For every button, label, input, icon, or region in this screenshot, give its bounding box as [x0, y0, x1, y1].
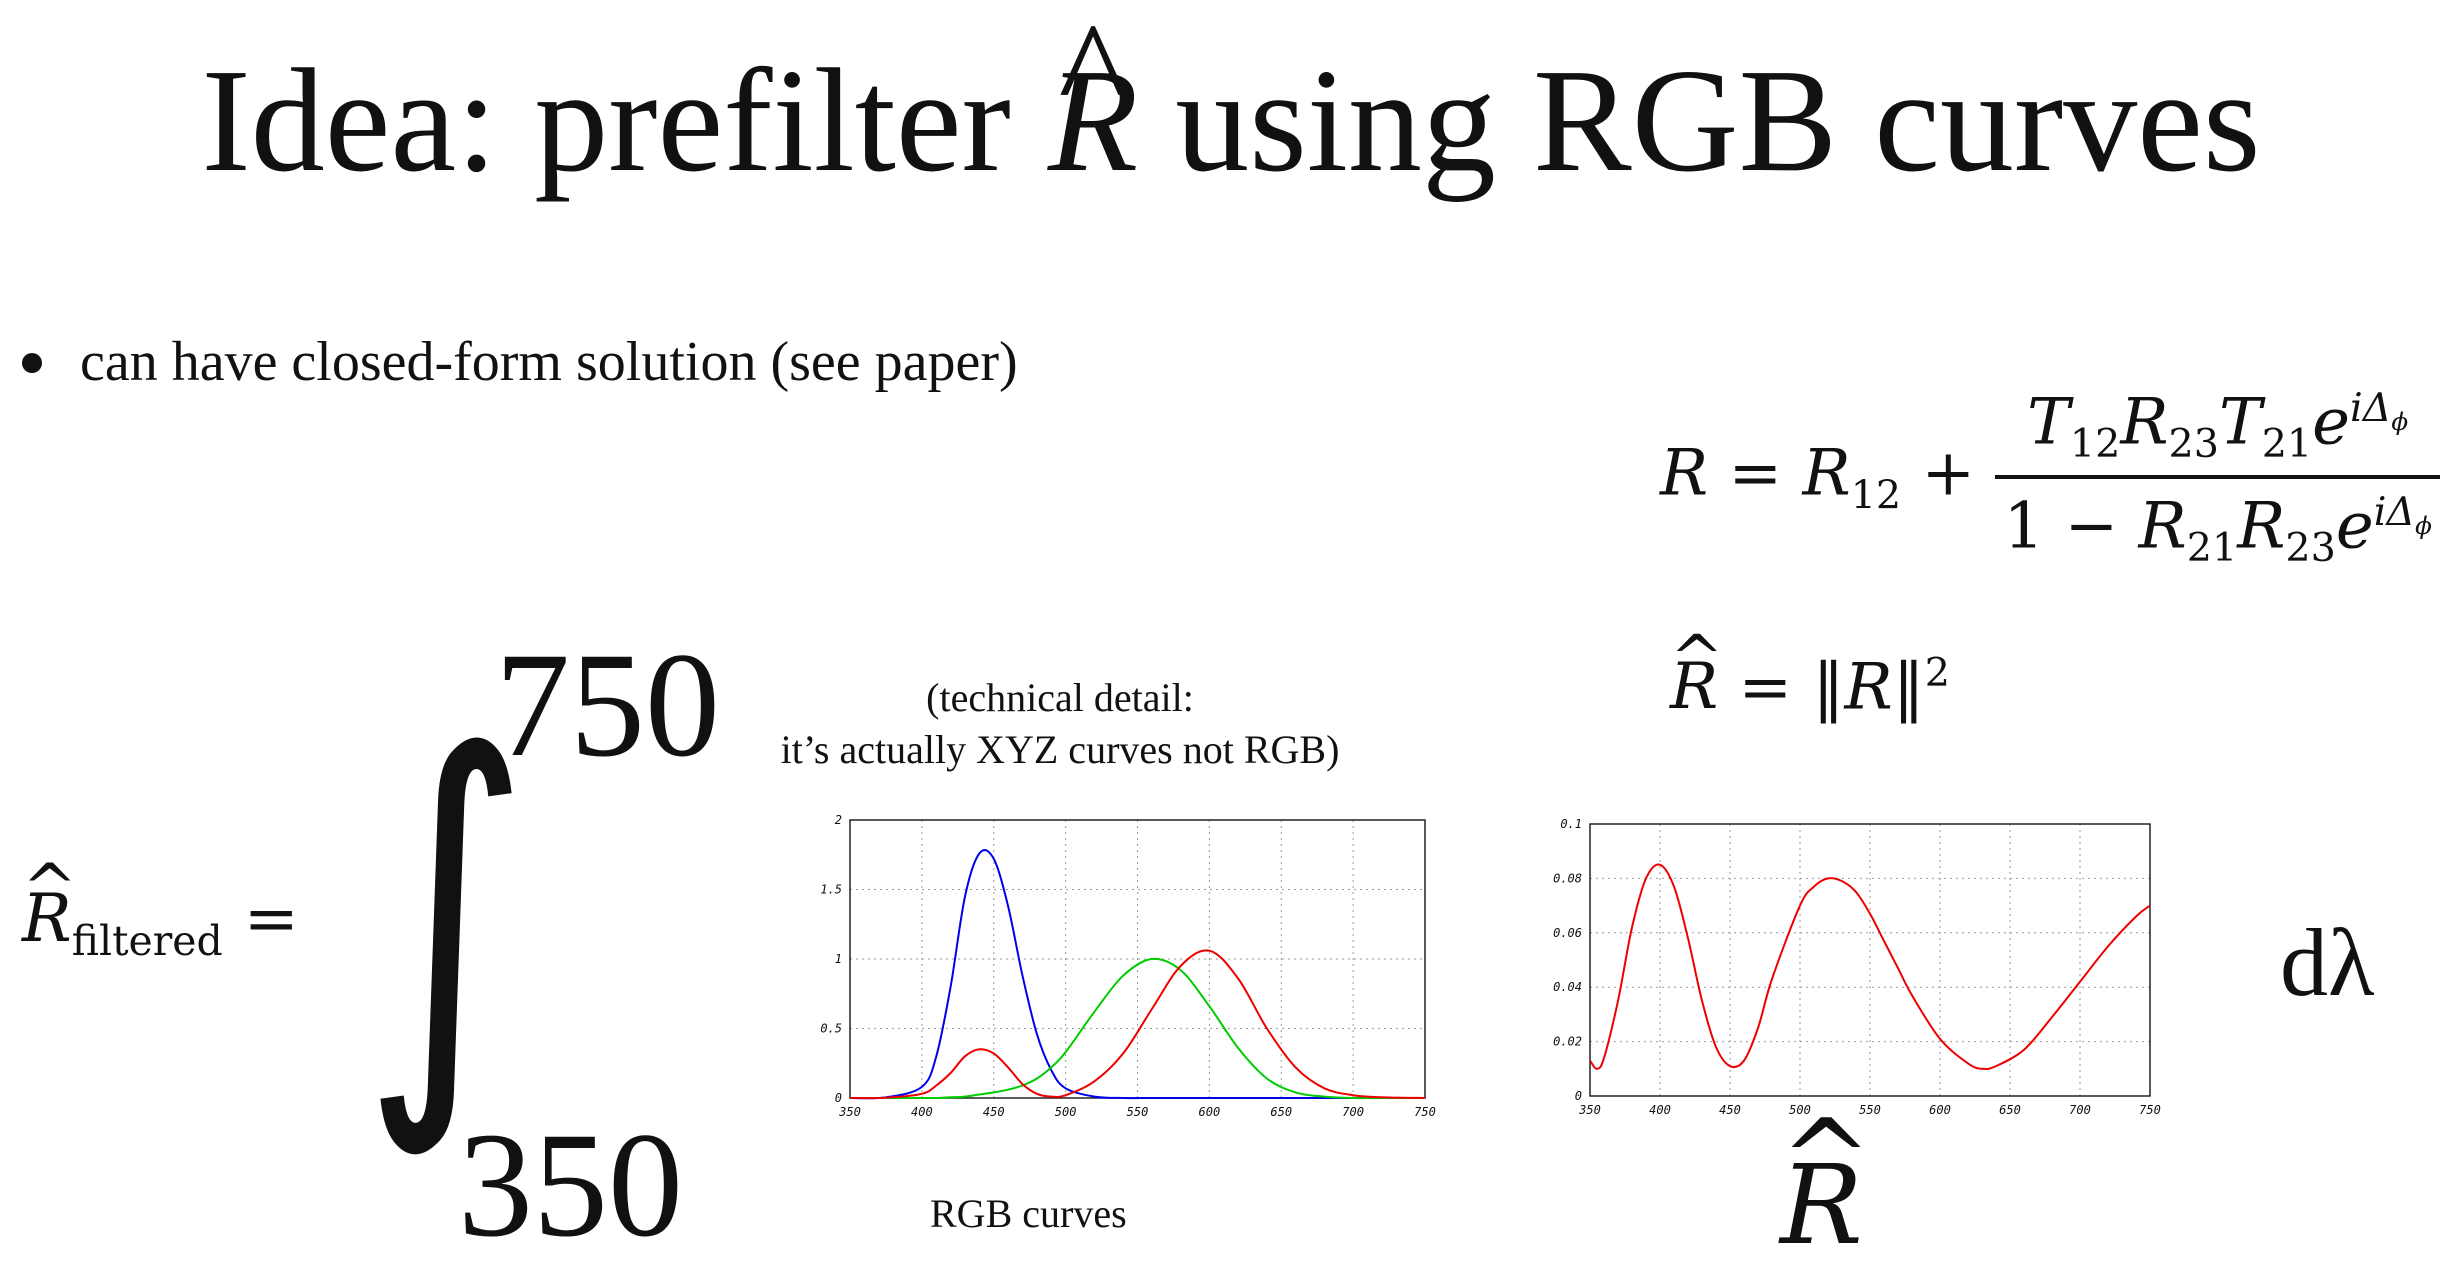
fraction-denominator: 1 − R21R23eiΔϕ — [2003, 489, 2432, 572]
r-hat-chart: 350 400 450 500 550 600 650 700 750 0 0.02 0.04 0.06… — [1553, 817, 2161, 1117]
bullet-dot — [22, 353, 42, 374]
x-tick-label: 500 — [1055, 1105, 1077, 1119]
slide-title: Idea: prefilter ^ R using RGB curves — [0, 0, 2462, 203]
technical-note: (technical detail: it’s actually XYZ cur… — [780, 675, 1340, 772]
y-tick-label: 0 — [1575, 1089, 1582, 1103]
y-tick-label: 0.02 — [1553, 1035, 1582, 1049]
y-tick-label: 0.1 — [1560, 817, 1582, 831]
plot-frame — [1589, 823, 2151, 1097]
x-tick-label: 500 — [1789, 1103, 1811, 1117]
x-tick-label: 650 — [1270, 1105, 1292, 1119]
y-tick-label: 1.5 — [820, 883, 842, 897]
fraction-numerator: T12R23T21eiΔϕ — [1995, 385, 2440, 480]
x-tick-label: 700 — [2069, 1103, 2091, 1117]
x-tick-label: 450 — [983, 1105, 1005, 1119]
title-text-after: using RGB curves — [1138, 39, 2261, 203]
x-tick-label: 350 — [1578, 1103, 1601, 1117]
x-tick-label: 700 — [1342, 1105, 1364, 1119]
y-tick-label: 0.06 — [1553, 926, 1582, 940]
x-tick-label: 550 — [1127, 1105, 1149, 1119]
x-tick-label: 400 — [1649, 1103, 1671, 1117]
x-tick-label: 750 — [2139, 1103, 2161, 1117]
x-tick-label: 550 — [1859, 1103, 1881, 1117]
equation-r-hat: ^ R = ‖R‖2 — [1670, 621, 1950, 725]
x-tick-label: 650 — [1999, 1103, 2021, 1117]
rgb-curves-chart: 350 400 450 500 550 600 650 700 750 0 0.5 1 1.5 2 — [820, 813, 1436, 1119]
integral-upper-limit: 750 — [495, 622, 720, 788]
title-r-hat-symbol: ^ R — [1048, 0, 1138, 203]
y-tick-label: 2 — [835, 813, 842, 827]
integral-lhs: ^ Rfiltered = — [22, 850, 299, 966]
y-tick-label: 0.08 — [1553, 871, 1582, 885]
series-line-0 — [849, 849, 1425, 1100]
integral-lower-limit: 350 — [458, 1102, 683, 1268]
r-hat-label: ^ R — [1780, 1094, 1873, 1269]
y-tick-label: 0.04 — [1553, 980, 1582, 994]
bullet-text: can have closed-form solution (see paper… — [80, 331, 1018, 393]
y-tick-label: 1 — [835, 952, 842, 966]
series-line-1 — [850, 957, 1425, 1100]
rgb-curves-label: RGB curves — [930, 1191, 1127, 1236]
title-text-before: Idea: prefilter — [201, 39, 1048, 203]
integral-sign: ∫ — [362, 665, 531, 1165]
series-line-2 — [849, 949, 1426, 1100]
y-tick-label: 0.5 — [820, 1022, 842, 1036]
differential-d-lambda: dλ — [2280, 909, 2375, 1016]
bullet-item: can have closed-form solution (see paper… — [22, 330, 1018, 394]
x-tick-label: 600 — [1929, 1103, 1951, 1117]
x-tick-label: 350 — [838, 1105, 861, 1119]
x-tick-label: 750 — [1414, 1105, 1436, 1119]
x-tick-label: 450 — [1719, 1103, 1741, 1117]
x-tick-label: 400 — [911, 1105, 933, 1119]
x-tick-label: 600 — [1199, 1105, 1221, 1119]
y-tick-label: 0 — [835, 1091, 842, 1105]
equation-r: R = R12 + T12R23T21eiΔϕ 1 − R21R23eiΔϕ — [1660, 385, 2440, 595]
series-line-0 — [1589, 863, 2151, 1071]
hat-accent: ^ — [1058, 0, 1128, 156]
fraction: T12R23T21eiΔϕ 1 − R21R23eiΔϕ — [1995, 385, 2440, 572]
